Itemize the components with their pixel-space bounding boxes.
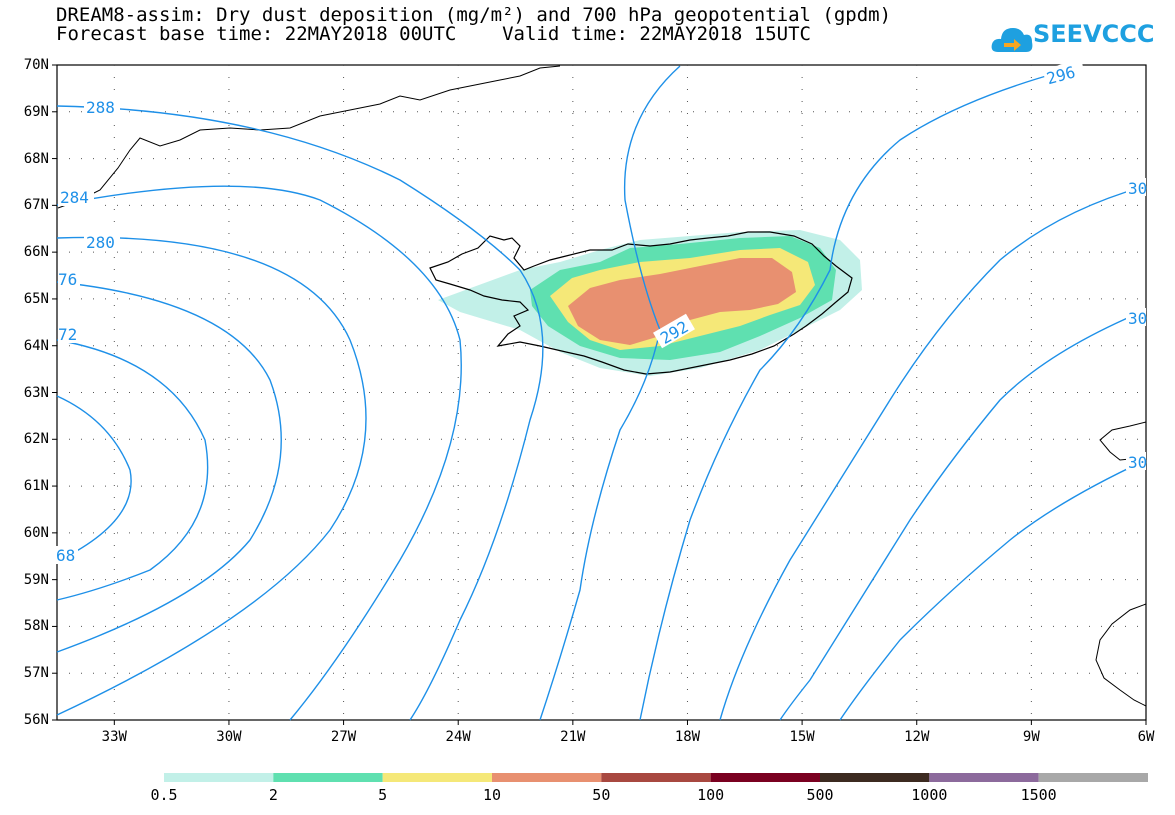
logo-text: SEEVCCC bbox=[1033, 20, 1155, 48]
contour-300a bbox=[719, 185, 1147, 721]
contour-label-group: 288 284 280 76 72 68 292 296 30 30 30 bbox=[56, 59, 1147, 565]
latitude-label: 59N bbox=[23, 571, 49, 588]
colorbar bbox=[164, 773, 1148, 782]
latitude-label: 70N bbox=[23, 57, 49, 73]
colorbar-swatch bbox=[929, 773, 1039, 782]
contour-label: 296 bbox=[1045, 62, 1078, 88]
contour-268 bbox=[56, 395, 132, 561]
map-frame bbox=[56, 64, 1147, 721]
latitude-label: 69N bbox=[23, 103, 49, 120]
colorbar-label: 2 bbox=[268, 786, 278, 804]
colorbar-swatch bbox=[1038, 773, 1148, 782]
colorbar-swatch bbox=[820, 773, 930, 782]
cloud-icon bbox=[991, 28, 1033, 52]
norway-coastline bbox=[1099, 421, 1147, 461]
colorbar-label: 1500 bbox=[1020, 786, 1057, 804]
contour-label: 30 bbox=[1128, 453, 1147, 472]
contour-300c bbox=[839, 459, 1147, 721]
geopotential-contours bbox=[56, 65, 1147, 721]
iceland-coastline bbox=[429, 231, 853, 375]
latitude-label: 64N bbox=[23, 337, 49, 354]
contour-296 bbox=[639, 71, 1061, 721]
dust-deposition-field bbox=[438, 230, 862, 376]
colorbar-swatch bbox=[601, 773, 711, 782]
latitude-label: 63N bbox=[23, 384, 49, 401]
dust-level-10 bbox=[568, 258, 796, 345]
colorbar-swatch bbox=[710, 773, 820, 782]
contour-280 bbox=[56, 236, 367, 716]
latitude-label: 61N bbox=[23, 478, 49, 495]
latitude-label: 57N bbox=[23, 665, 49, 682]
contour-292 bbox=[539, 65, 681, 721]
contour-284 bbox=[56, 185, 462, 721]
contour-label: 76 bbox=[58, 270, 77, 289]
colorbar-swatch bbox=[382, 773, 492, 782]
longitude-label: 6W bbox=[1137, 729, 1155, 745]
contour-label: 30 bbox=[1128, 179, 1147, 198]
contour-label: 72 bbox=[58, 325, 77, 344]
graticule bbox=[57, 65, 1146, 720]
latitude-label: 68N bbox=[23, 150, 49, 167]
time-info: Forecast base time: 22MAY2018 00UTC Vali… bbox=[56, 23, 811, 45]
latitude-label: 66N bbox=[23, 244, 49, 261]
contour-label: 68 bbox=[56, 546, 75, 565]
colorbar-swatch bbox=[273, 773, 383, 782]
longitude-label: 9W bbox=[1022, 729, 1040, 745]
chart-title: DREAM8-assim: Dry dust deposition (mg/m²… bbox=[56, 4, 892, 26]
latitude-label: 65N bbox=[23, 290, 49, 307]
longitude-label: 24W bbox=[445, 729, 471, 745]
colorbar-label: 500 bbox=[806, 786, 834, 804]
scotland-coastline bbox=[1095, 603, 1147, 707]
colorbar-label: 1000 bbox=[911, 786, 948, 804]
latitude-label: 56N bbox=[23, 712, 49, 728]
axis-ticks bbox=[52, 64, 1147, 725]
contour-272 bbox=[56, 339, 209, 601]
longitude-label: 12W bbox=[904, 729, 930, 745]
contour-label: 30 bbox=[1128, 309, 1147, 328]
contour-300b bbox=[779, 309, 1147, 721]
colorbar-label: 0.5 bbox=[150, 786, 178, 804]
longitude-label: 33W bbox=[101, 729, 127, 745]
contour-288 bbox=[56, 105, 544, 721]
colorbar-label: 50 bbox=[592, 786, 611, 804]
longitude-label: 27W bbox=[330, 729, 357, 745]
longitude-label: 18W bbox=[674, 729, 701, 745]
contour-label: 284 bbox=[60, 188, 89, 207]
latitude-label: 62N bbox=[23, 431, 49, 448]
colorbar-swatch bbox=[164, 773, 274, 782]
colorbar-label: 100 bbox=[697, 786, 725, 804]
longitude-label: 15W bbox=[789, 729, 815, 745]
latitude-label: 58N bbox=[23, 618, 49, 635]
colorbar-label: 5 bbox=[378, 786, 388, 804]
greenland-coastline bbox=[57, 65, 561, 209]
latitude-label: 67N bbox=[23, 197, 49, 214]
longitude-label: 21W bbox=[560, 729, 586, 745]
contour-276 bbox=[56, 281, 282, 653]
longitude-label: 30W bbox=[216, 729, 242, 745]
contour-label: 288 bbox=[86, 98, 115, 117]
latitude-label: 60N bbox=[23, 524, 49, 541]
colorbar-label: 10 bbox=[482, 786, 502, 804]
colorbar-swatch bbox=[492, 773, 602, 782]
contour-label: 280 bbox=[86, 233, 115, 252]
